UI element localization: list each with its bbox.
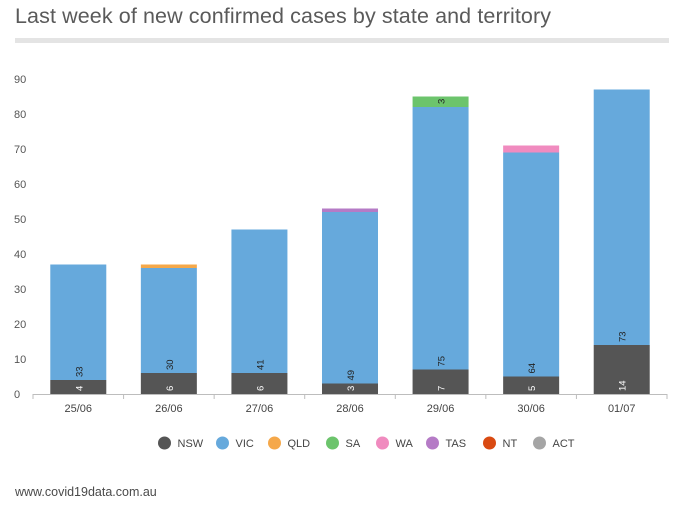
legend-label-act: ACT	[553, 438, 575, 450]
data-label-nsw: 14	[618, 380, 629, 391]
stacked-bar-chart: 010203040506070809043325/0663026/0664127…	[14, 74, 668, 450]
bar-segment-nsw	[412, 369, 469, 394]
bar-segment-qld	[140, 264, 197, 268]
legend-label-nt: NT	[503, 438, 518, 450]
chart-title: Last week of new confirmed cases by stat…	[15, 4, 552, 28]
y-tick-label: 50	[14, 214, 26, 226]
y-tick-label: 40	[14, 249, 26, 261]
y-tick-label: 80	[14, 109, 26, 121]
legend-label-wa: WA	[396, 438, 414, 450]
legend-swatch-nsw	[158, 436, 171, 450]
data-label-vic: 30	[165, 359, 176, 370]
data-label-sa: 3	[437, 99, 448, 104]
x-tick-label: 30/06	[517, 403, 545, 415]
y-tick-label: 90	[14, 74, 26, 86]
bar-segment-nsw	[593, 345, 650, 394]
legend-swatch-sa	[326, 436, 339, 450]
data-label-nsw: 7	[437, 386, 448, 391]
legend-label-vic: VIC	[236, 438, 254, 450]
bar-segment-nsw	[231, 373, 288, 394]
data-label-vic: 33	[74, 366, 85, 377]
data-label-vic: 64	[527, 363, 538, 374]
data-label-vic: 73	[618, 331, 629, 342]
source-credit: www.covid19data.com.au	[15, 485, 157, 499]
legend-swatch-qld	[268, 436, 281, 450]
x-tick-label: 01/07	[608, 403, 636, 415]
bar-segment-vic	[322, 212, 378, 384]
bar-segment-vic	[231, 229, 288, 373]
legend-label-qld: QLD	[288, 438, 311, 450]
y-tick-label: 10	[14, 354, 26, 366]
legend-swatch-act	[533, 436, 546, 450]
data-label-vic: 49	[346, 370, 357, 381]
legend-label-sa: SA	[346, 438, 361, 450]
y-tick-label: 30	[14, 284, 26, 296]
x-tick-label: 27/06	[246, 403, 274, 415]
bar-segment-vic	[140, 268, 197, 373]
y-tick-label: 0	[14, 389, 20, 401]
data-label-vic: 75	[437, 356, 448, 367]
legend-label-tas: TAS	[446, 438, 467, 450]
bar-segment-vic	[593, 89, 650, 345]
x-tick-label: 26/06	[155, 403, 183, 415]
bar-segment-tas	[322, 208, 378, 212]
legend-label-nsw: NSW	[178, 438, 204, 450]
legend-swatch-tas	[426, 436, 439, 450]
bar-segment-nsw	[322, 383, 378, 394]
bar-segment-sa	[412, 96, 469, 107]
legend-swatch-vic	[216, 436, 229, 450]
bar-segment-wa	[503, 145, 560, 153]
x-tick-label: 29/06	[427, 403, 455, 415]
x-tick-label: 25/06	[65, 403, 93, 415]
data-label-nsw: 5	[527, 386, 538, 391]
bar-segment-nsw	[50, 380, 107, 394]
y-tick-label: 70	[14, 144, 26, 156]
bar-segment-nsw	[140, 373, 197, 394]
x-tick-label: 28/06	[336, 403, 364, 415]
legend-swatch-nt	[483, 436, 496, 450]
legend-swatch-wa	[376, 436, 389, 450]
data-label-nsw: 4	[74, 386, 85, 391]
bar-segment-vic	[50, 264, 107, 380]
y-tick-label: 60	[14, 179, 26, 191]
title-divider	[15, 38, 669, 43]
data-label-nsw: 3	[346, 386, 357, 391]
data-label-nsw: 6	[255, 386, 266, 391]
data-label-nsw: 6	[165, 386, 176, 391]
y-tick-label: 20	[14, 319, 26, 331]
data-label-vic: 41	[255, 359, 266, 370]
bar-segment-nsw	[503, 376, 560, 394]
bar-segment-vic	[503, 152, 560, 377]
bar-segment-vic	[412, 107, 469, 370]
